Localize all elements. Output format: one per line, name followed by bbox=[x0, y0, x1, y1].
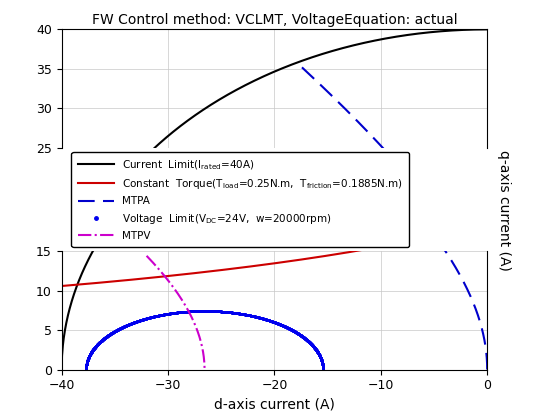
Title: FW Control method: VCLMT, VoltageEquation: actual: FW Control method: VCLMT, VoltageEquatio… bbox=[92, 13, 457, 27]
X-axis label: d-axis current (A): d-axis current (A) bbox=[214, 398, 335, 412]
Legend: Current  Limit(I$_\mathregular{rated}$=40A), Constant  Torque(T$_\mathregular{lo: Current Limit(I$_\mathregular{rated}$=40… bbox=[72, 152, 409, 247]
Text: q-axis current (A): q-axis current (A) bbox=[497, 150, 511, 270]
